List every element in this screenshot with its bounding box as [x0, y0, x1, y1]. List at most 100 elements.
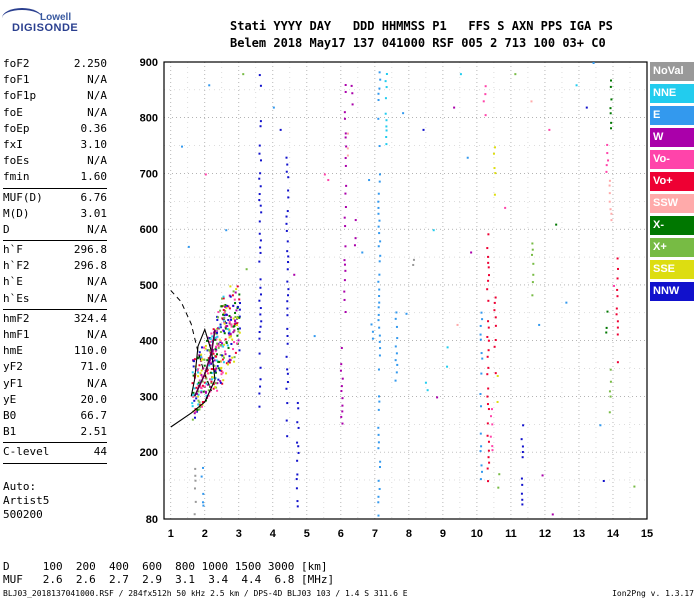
- param-name: hmF1: [3, 328, 30, 341]
- auto-label: Auto:: [3, 480, 37, 493]
- cluster-point: [197, 390, 200, 393]
- cluster-point: [229, 332, 232, 335]
- data-point-sparse: [459, 73, 462, 76]
- y-tick-label: 500: [140, 280, 158, 292]
- cluster-point: [236, 322, 239, 325]
- data-point-vo: [606, 152, 609, 155]
- data-point-sparse: [313, 335, 316, 338]
- cluster-point: [228, 336, 231, 339]
- param-name: h`Es: [3, 291, 30, 305]
- cluster-point: [192, 374, 195, 377]
- distance-row: D 100 200 400 600 800 1000 1500 3000 [km…: [3, 560, 328, 573]
- data-point-sparse: [555, 223, 558, 226]
- data-point-nnw: [258, 232, 261, 235]
- param-name: fmin: [3, 170, 30, 184]
- cluster-point: [210, 378, 213, 381]
- electron-density-profile: [170, 327, 216, 428]
- cluster-point: [200, 373, 203, 376]
- data-point-nnw: [285, 419, 288, 422]
- data-point-noval: [412, 263, 415, 266]
- cluster-point: [223, 314, 226, 317]
- cluster-point: [232, 331, 235, 334]
- cluster-point: [215, 355, 218, 358]
- data-point-x: [608, 390, 611, 393]
- data-point-nnw: [295, 487, 298, 490]
- data-point-e: [378, 87, 381, 90]
- param-value: N/A: [87, 73, 107, 87]
- cluster-point: [197, 403, 200, 406]
- data-point-sparse: [323, 173, 326, 176]
- data-point-nne: [446, 365, 449, 368]
- cluster-point: [199, 406, 202, 409]
- legend-item-nnw: NNW: [650, 282, 694, 301]
- cluster-point: [197, 395, 200, 398]
- param-name: yE: [3, 392, 17, 406]
- data-point-x: [609, 368, 612, 371]
- data-point-vo: [486, 422, 489, 425]
- cluster-point: [216, 365, 219, 368]
- data-point-sparse: [327, 179, 330, 182]
- cluster-point: [225, 362, 228, 365]
- data-point-nnw: [287, 288, 290, 291]
- cluster-point: [209, 378, 212, 381]
- cluster-point: [224, 353, 227, 356]
- data-point-nnw: [239, 302, 242, 305]
- legend-item-xplus: X+: [650, 238, 694, 257]
- data-point-w: [341, 397, 344, 400]
- data-point-e: [377, 192, 380, 195]
- param-value: 3.10: [80, 137, 108, 151]
- cluster-point: [222, 354, 225, 357]
- cluster-point: [200, 353, 203, 356]
- cluster-point: [194, 410, 197, 413]
- cluster-point: [214, 350, 217, 353]
- data-point-sparse: [432, 229, 435, 232]
- cluster-point: [225, 313, 228, 316]
- cluster-point: [219, 309, 222, 312]
- data-point-w: [350, 84, 353, 87]
- data-point-nnw: [259, 251, 262, 254]
- cluster-point: [228, 320, 231, 323]
- data-point-e: [379, 460, 382, 463]
- cluster-point: [233, 323, 236, 326]
- cluster-point: [236, 324, 239, 327]
- data-point-vo: [487, 449, 490, 452]
- data-point-e: [480, 445, 483, 448]
- x-tick-label: 1: [168, 528, 174, 540]
- cluster-point: [219, 326, 222, 329]
- data-point-e: [201, 501, 204, 504]
- x-tick-label: 11: [505, 528, 517, 540]
- logo-arc: [2, 8, 42, 28]
- data-point-e: [395, 371, 398, 374]
- param-value: N/A: [87, 376, 107, 390]
- data-point-vo: [494, 296, 497, 299]
- cluster-point: [230, 335, 233, 338]
- data-point-w: [341, 422, 344, 425]
- data-point-sparse: [504, 206, 507, 209]
- cluster-point: [228, 322, 231, 325]
- header-line-1: Stati YYYY DAY DDD HHMMSS P1 FFS S AXN P…: [230, 19, 613, 33]
- data-point-x: [498, 473, 501, 476]
- data-point-noval: [194, 467, 197, 470]
- data-point-sse: [496, 375, 499, 378]
- data-point-vo: [616, 288, 619, 291]
- cluster-point: [196, 392, 199, 395]
- data-point-nnw: [287, 255, 290, 258]
- data-point-vo: [486, 467, 489, 470]
- data-point-e: [377, 313, 380, 316]
- cluster-point: [198, 364, 201, 367]
- x-tick-label: 4: [270, 528, 277, 540]
- cluster-point: [198, 408, 201, 411]
- cluster-point: [234, 311, 237, 314]
- data-point-sse: [494, 172, 497, 175]
- cluster-point: [198, 351, 201, 354]
- data-point-vo: [486, 247, 489, 250]
- cluster-point: [233, 341, 236, 344]
- data-point-nne: [385, 119, 388, 122]
- data-point-e: [377, 99, 380, 102]
- cluster-point: [219, 340, 222, 343]
- footer-file-info: BLJ03_2018137041000.RSF / 284fx512h 50 k…: [3, 589, 408, 598]
- cluster-point: [236, 315, 239, 318]
- data-point-e: [377, 514, 380, 517]
- data-point-vo: [487, 480, 490, 483]
- data-point-sse: [493, 193, 496, 196]
